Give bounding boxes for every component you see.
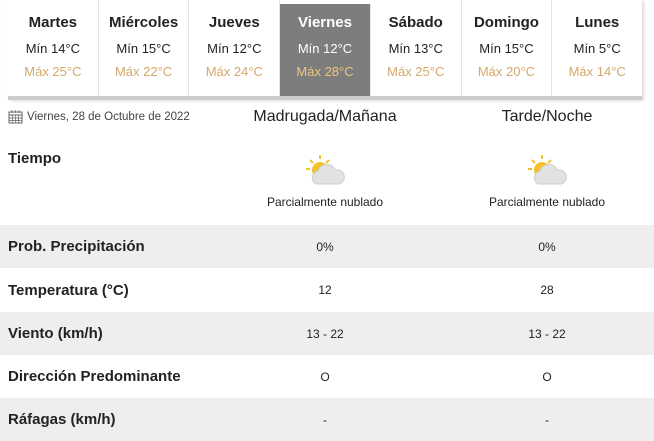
day-name: Miércoles — [108, 14, 179, 31]
row-label: Viento (km/h) — [8, 325, 103, 342]
day-tab-sábado[interactable]: Sábado Mín 13°C Máx 25°C — [371, 0, 462, 96]
max-temp: Máx 25°C — [24, 64, 82, 79]
day-name: Martes — [28, 14, 78, 31]
day-tab-martes[interactable]: Martes Mín 14°C Máx 25°C — [8, 0, 99, 96]
day-name: Lunes — [575, 14, 620, 31]
row-label: Temperatura (°C) — [8, 281, 129, 299]
day-name: Viernes — [298, 14, 352, 31]
day-tab-domingo[interactable]: Domingo Mín 15°C Máx 20°C — [462, 0, 553, 96]
min-temp: Mín 12°C — [207, 41, 262, 56]
row-tiempo: Tiempo Parcialmente nublado Parcialmente n… — [0, 140, 654, 225]
max-temp: Máx 24°C — [205, 64, 263, 79]
row-value: O — [542, 369, 552, 384]
day-tabs: Martes Mín 14°C Máx 25°C Miércoles Mín 15°C M… — [8, 0, 642, 100]
max-temp: Máx 22°C — [114, 64, 173, 79]
row-label: Prob. Precipitación — [8, 238, 145, 255]
day-name: Sábado — [388, 14, 443, 31]
weather-cell: Parcialmente nublado — [437, 152, 654, 209]
row-value: 12 — [318, 283, 332, 297]
weather-description: Parcialmente nublado — [266, 195, 384, 209]
day-name: Domingo — [473, 14, 539, 31]
row-wind-direction: Dirección Predominante O O — [0, 355, 654, 398]
min-temp: Mín 12°C — [297, 41, 353, 56]
row-value: - — [323, 412, 327, 427]
max-temp: Máx 14°C — [568, 64, 626, 79]
row-value: 0% — [538, 239, 556, 254]
row-wind: Viento (km/h) 13 - 22 13 - 22 — [0, 312, 654, 355]
date-text: Viernes, 28 de Octubre de 2022 — [27, 111, 190, 123]
max-temp: Máx 20°C — [477, 64, 536, 79]
row-value: - — [545, 412, 549, 427]
day-tab-viernes[interactable]: Viernes Mín 12°C Máx 28°C — [280, 4, 371, 96]
min-temp: Mín 14°C — [25, 41, 81, 56]
partly-cloudy-icon — [306, 155, 345, 185]
current-date: Viernes, 28 de Octubre de 2022 — [8, 110, 190, 124]
min-temp: Mín 15°C — [479, 41, 534, 56]
row-gusts: Ráfagas (km/h) - - — [0, 398, 654, 441]
row-label: Dirección Predominante — [8, 368, 181, 385]
max-temp: Máx 28°C — [296, 64, 354, 79]
weather-description: Parcialmente nublado — [488, 195, 606, 209]
day-name: Jueves — [208, 14, 260, 31]
day-tab-jueves[interactable]: Jueves Mín 12°C Máx 24°C — [189, 0, 281, 96]
row-value: 28 — [540, 283, 554, 297]
row-value: 13 - 22 — [528, 326, 566, 341]
row-value: 0% — [316, 239, 334, 254]
column-header-evening: Tarde/Noche — [501, 108, 593, 125]
column-header-morning: Madrugada/Mañana — [253, 108, 397, 125]
partly-cloudy-icon — [528, 155, 567, 185]
row-label: Ráfagas (km/h) — [8, 411, 116, 428]
min-temp: Mín 5°C — [573, 41, 621, 56]
min-temp: Mín 15°C — [116, 41, 171, 56]
row-value: O — [320, 369, 330, 384]
day-tab-miércoles[interactable]: Miércoles Mín 15°C Máx 22°C — [99, 0, 190, 96]
row-temperature: Temperatura (°C) 12 28 — [0, 268, 654, 312]
calendar-icon — [8, 110, 23, 124]
min-temp: Mín 13°C — [388, 41, 443, 56]
weather-cell: Parcialmente nublado — [215, 152, 435, 209]
max-temp: Máx 25°C — [387, 64, 445, 79]
day-tab-lunes[interactable]: Lunes Mín 5°C Máx 14°C — [552, 0, 642, 96]
row-label: Tiempo — [8, 150, 62, 167]
row-value: 13 - 22 — [306, 326, 344, 341]
row-precipitation: Prob. Precipitación 0% 0% — [0, 225, 654, 268]
